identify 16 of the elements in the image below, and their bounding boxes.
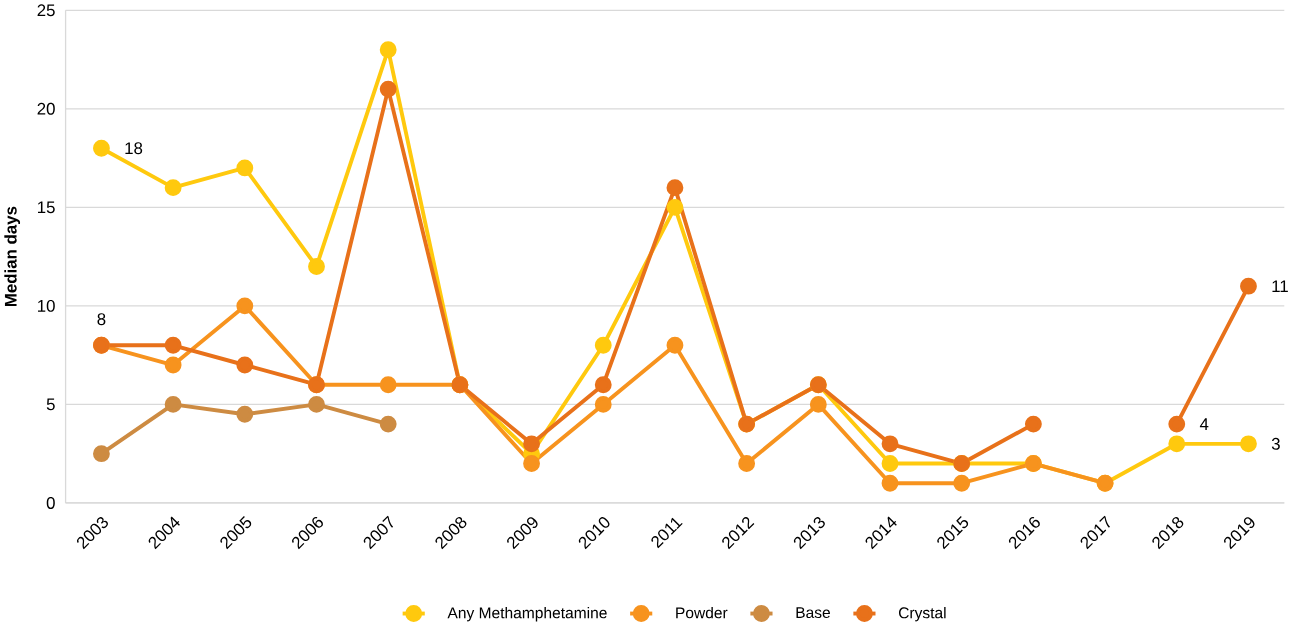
annotation: 18 — [125, 142, 143, 155]
legend-label: Powder — [676, 606, 728, 619]
annotation: 8 — [97, 313, 106, 325]
annotation: 3 — [1271, 437, 1280, 450]
y-tick-label: 20 — [37, 102, 55, 115]
annotation: 11 — [1272, 280, 1288, 292]
y-tick-label: 10 — [38, 299, 55, 312]
legend-label: Base — [796, 607, 830, 618]
y-axis-title: Median days — [4, 206, 21, 306]
legend-label: Crystal — [898, 606, 946, 622]
annotation: 4 — [1199, 418, 1209, 430]
y-tick-label: 15 — [38, 201, 55, 214]
y-tick-label: 25 — [37, 4, 55, 17]
y-tick-label: 0 — [46, 496, 55, 509]
y-tick-label: 5 — [46, 398, 55, 411]
legend-label: Any Methamphetamine — [447, 606, 607, 622]
